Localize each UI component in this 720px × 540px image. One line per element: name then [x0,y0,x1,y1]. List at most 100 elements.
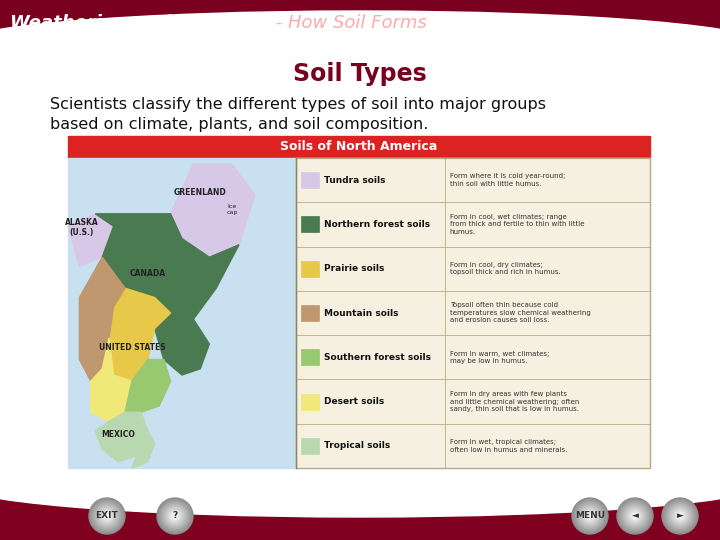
Text: Topsoil often thin because cold
temperatures slow chemical weathering
and erosio: Topsoil often thin because cold temperat… [450,302,590,323]
Circle shape [586,512,594,520]
Circle shape [630,511,640,521]
Circle shape [670,506,690,526]
Circle shape [627,508,643,524]
Bar [0,0,720,46]
Circle shape [620,501,650,531]
Ellipse shape [0,447,720,517]
Bar [301,217,319,232]
Bar [301,305,319,321]
Circle shape [157,498,193,534]
Text: Form where it is cold year-round;
thin soil with little humus.: Form where it is cold year-round; thin s… [450,173,565,187]
Circle shape [163,504,187,528]
Circle shape [173,514,177,518]
Circle shape [624,505,646,527]
Text: EXIT: EXIT [96,511,118,521]
Polygon shape [171,164,255,257]
Circle shape [676,512,684,520]
Bar [0,482,720,540]
Circle shape [106,515,108,517]
Circle shape [674,510,686,522]
Circle shape [99,508,115,524]
Text: ?: ? [172,511,178,521]
Polygon shape [79,257,125,381]
Circle shape [581,507,599,525]
Polygon shape [91,338,132,422]
Circle shape [94,503,120,529]
Text: Form in warm, wet climates;
may be low in humus.: Form in warm, wet climates; may be low i… [450,350,549,364]
Text: Northern forest soils: Northern forest soils [324,220,430,229]
Circle shape [669,505,691,527]
Text: Soil Types: Soil Types [293,62,427,86]
Circle shape [621,502,649,530]
Text: ►: ► [677,511,683,521]
Circle shape [168,509,182,523]
Text: Tundra soils: Tundra soils [324,176,385,185]
Text: MENU: MENU [575,511,605,521]
Circle shape [161,502,189,530]
Circle shape [169,510,181,522]
Polygon shape [132,431,155,468]
Circle shape [103,512,111,520]
Circle shape [672,508,688,524]
Circle shape [667,503,693,529]
Circle shape [664,500,696,532]
Circle shape [90,499,124,533]
Bar [301,261,319,276]
Bar [301,438,319,454]
Circle shape [100,509,114,523]
Circle shape [584,510,596,522]
Polygon shape [155,313,210,375]
Bar [68,136,650,468]
Polygon shape [95,214,239,319]
Circle shape [579,505,601,527]
Circle shape [97,506,117,526]
Text: CANADA: CANADA [130,269,166,278]
Circle shape [671,507,689,525]
Circle shape [574,500,606,532]
Circle shape [666,502,694,530]
Circle shape [92,501,122,531]
Text: Scientists classify the different types of soil into major groups: Scientists classify the different types … [50,98,546,112]
Circle shape [618,499,652,533]
Circle shape [160,501,190,531]
Circle shape [167,508,183,524]
Text: Mountain soils: Mountain soils [324,308,398,318]
Bar [296,158,650,468]
Circle shape [104,513,110,519]
Circle shape [89,498,125,534]
Circle shape [575,501,605,531]
Circle shape [165,506,185,526]
Bar [301,172,319,188]
Circle shape [578,504,602,528]
Circle shape [95,504,119,528]
Circle shape [679,515,681,517]
Text: Form in wet, tropical climates;
often low in humus and minerals.: Form in wet, tropical climates; often lo… [450,439,567,453]
Text: Ice
cap: Ice cap [227,204,238,215]
Text: Weathering and Soil Formation: Weathering and Soil Formation [10,14,325,32]
Circle shape [171,512,179,520]
Circle shape [580,506,600,526]
Circle shape [576,502,604,530]
Bar [68,136,650,158]
Bar [301,394,319,409]
Text: GREENLAND: GREENLAND [174,188,227,197]
Text: Desert soils: Desert soils [324,397,384,406]
Circle shape [572,498,608,534]
Circle shape [589,515,591,517]
Circle shape [626,507,644,525]
Text: Soils of North America: Soils of North America [280,140,438,153]
Circle shape [573,499,607,533]
Text: based on climate, plants, and soil composition.: based on climate, plants, and soil compo… [50,118,428,132]
Circle shape [628,509,642,523]
Circle shape [583,509,597,523]
Polygon shape [95,412,148,462]
Circle shape [629,510,641,522]
Circle shape [632,513,638,519]
Circle shape [585,511,595,521]
Circle shape [662,498,698,534]
Circle shape [582,508,598,524]
Circle shape [625,506,645,526]
Circle shape [622,503,648,529]
Circle shape [619,500,651,532]
Circle shape [623,504,647,528]
